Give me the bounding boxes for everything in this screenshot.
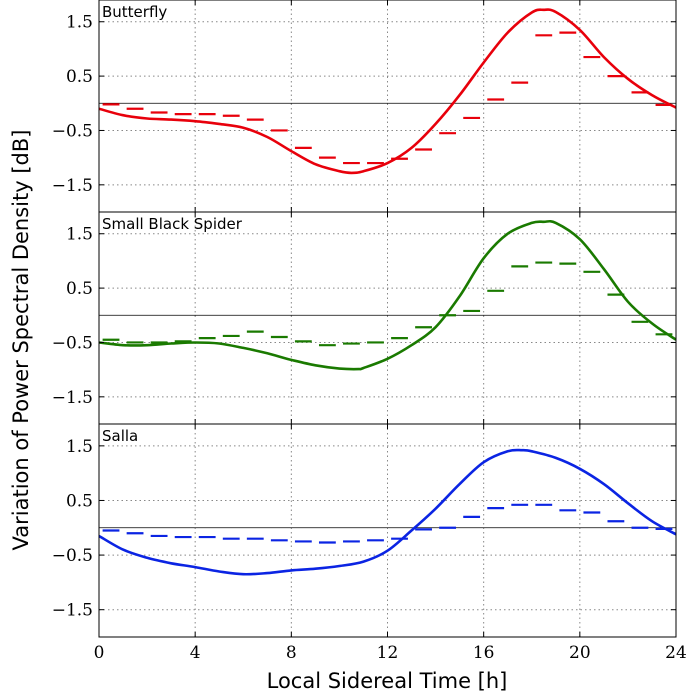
- x-axis-label: Local Sidereal Time [h]: [267, 669, 508, 693]
- panel-butterfly: 1.5 0.5 −0.5 −1.5 Butterfly: [52, 0, 677, 213]
- y-axis-label: Variation of Power Spectral Density [dB]: [9, 130, 33, 551]
- panel-salla: 1.5 0.5 −0.5 −1.5 Salla: [52, 423, 677, 638]
- y-tick-label: 1.5: [66, 13, 93, 33]
- x-tick-label: 4: [190, 643, 201, 663]
- y-tick-label: 0.5: [66, 67, 93, 87]
- x-tick-label: 16: [473, 643, 495, 663]
- series-curve: [99, 219, 676, 371]
- y-tick-label: 0.5: [66, 279, 93, 299]
- x-tick-label: 20: [569, 643, 591, 663]
- y-tick-label: −0.5: [52, 333, 93, 353]
- series-curve: [99, 8, 676, 175]
- panel-title: Butterfly: [102, 3, 167, 21]
- y-tick-label: −1.5: [52, 388, 93, 408]
- y-tick-label: 1.5: [66, 437, 93, 457]
- panel-title: Small Black Spider: [102, 215, 243, 233]
- x-tick-label: 8: [286, 643, 297, 663]
- y-tick-label: −1.5: [52, 601, 93, 621]
- panel-title: Salla: [102, 427, 138, 445]
- panel-small-black-spider: 1.5 0.5 −0.5 −1.5 Small Black Spider: [52, 211, 677, 425]
- series-curve: [99, 448, 676, 576]
- y-tick-label: 0.5: [66, 491, 93, 511]
- y-tick-label: −0.5: [52, 121, 93, 141]
- x-tick-label: 24: [665, 643, 687, 663]
- y-tick-label: −1.5: [52, 176, 93, 196]
- x-tick-label: 12: [377, 643, 399, 663]
- y-tick-label: 1.5: [66, 225, 93, 245]
- x-tick-label: 0: [94, 643, 105, 663]
- y-tick-label: −0.5: [52, 546, 93, 566]
